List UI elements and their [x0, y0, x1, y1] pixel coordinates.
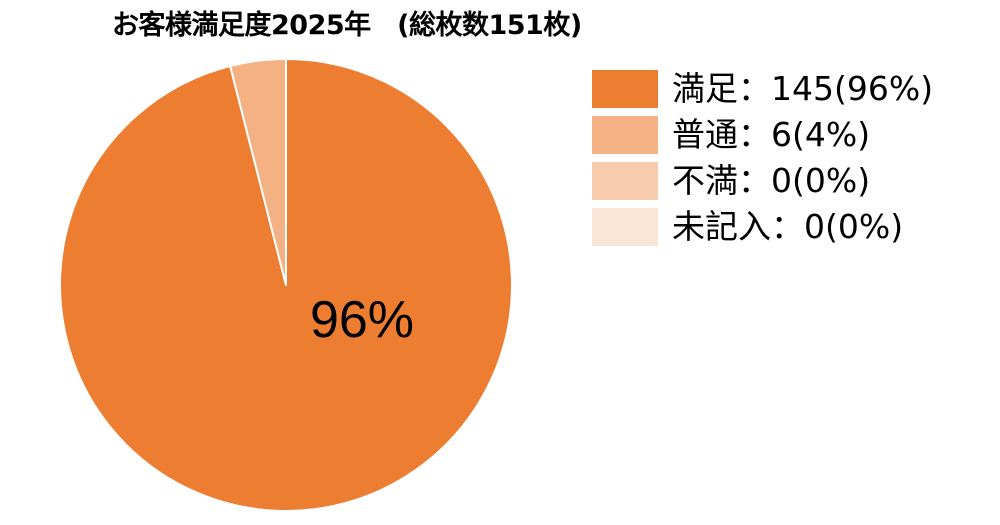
legend-label: 不満：0(0%)	[672, 161, 871, 200]
legend-label: 満足：145(96%)	[672, 69, 934, 108]
legend-label: 普通：6(4%)	[672, 115, 871, 154]
legend-label: 未記入：0(0%)	[672, 207, 904, 246]
legend-swatch	[592, 116, 658, 154]
legend-swatch	[592, 208, 658, 246]
chart-legend: 満足：145(96%) 普通：6(4%) 不満：0(0%) 未記入：0(0%)	[592, 66, 992, 250]
pie-chart: 96%	[59, 58, 513, 512]
legend-swatch	[592, 162, 658, 200]
legend-item-未記入: 未記入：0(0%)	[592, 204, 992, 250]
legend-item-満足: 満足：145(96%)	[592, 66, 992, 112]
chart-title: お客様満足度2025年 (総枚数151枚)	[112, 10, 582, 41]
legend-swatch	[592, 70, 658, 108]
legend-item-普通: 普通：6(4%)	[592, 112, 992, 158]
pie-slice-普通	[229, 58, 287, 286]
data-label-満足: 96%	[310, 291, 414, 349]
legend-item-不満: 不満：0(0%)	[592, 158, 992, 204]
